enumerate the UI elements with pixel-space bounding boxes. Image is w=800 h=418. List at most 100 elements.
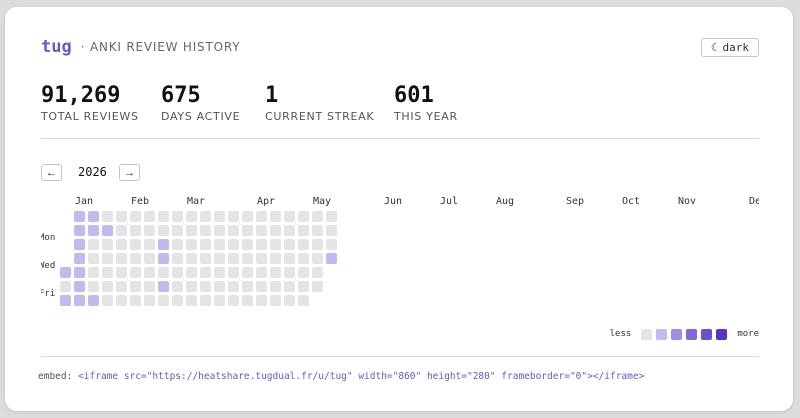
heatmap-cell[interactable] bbox=[228, 239, 239, 250]
heatmap-cell[interactable] bbox=[284, 253, 295, 264]
heatmap-cell[interactable] bbox=[172, 211, 183, 222]
heatmap-cell[interactable] bbox=[186, 281, 197, 292]
heatmap-cell[interactable] bbox=[256, 211, 267, 222]
heatmap-cell[interactable] bbox=[270, 211, 281, 222]
heatmap-cell[interactable] bbox=[312, 211, 323, 222]
heatmap-cell[interactable] bbox=[88, 253, 99, 264]
heatmap-cell[interactable] bbox=[74, 295, 85, 306]
heatmap-cell[interactable] bbox=[130, 239, 141, 250]
heatmap-cell[interactable] bbox=[298, 239, 309, 250]
heatmap-cell[interactable] bbox=[144, 281, 155, 292]
heatmap-cell[interactable] bbox=[312, 281, 323, 292]
heatmap-cell[interactable] bbox=[158, 281, 169, 292]
heatmap-cell[interactable] bbox=[242, 225, 253, 236]
heatmap-cell[interactable] bbox=[256, 281, 267, 292]
heatmap-cell[interactable] bbox=[102, 239, 113, 250]
heatmap-cell[interactable] bbox=[74, 211, 85, 222]
heatmap-cell[interactable] bbox=[158, 295, 169, 306]
heatmap-cell[interactable] bbox=[158, 239, 169, 250]
heatmap-cell[interactable] bbox=[270, 267, 281, 278]
heatmap-cell[interactable] bbox=[172, 239, 183, 250]
heatmap-cell[interactable] bbox=[144, 253, 155, 264]
dark-mode-toggle-button[interactable]: ☾ dark bbox=[700, 38, 759, 57]
heatmap-cell[interactable] bbox=[74, 281, 85, 292]
heatmap-cell[interactable] bbox=[116, 253, 127, 264]
heatmap-cell[interactable] bbox=[214, 295, 225, 306]
heatmap-cell[interactable] bbox=[298, 211, 309, 222]
heatmap-cell[interactable] bbox=[186, 239, 197, 250]
heatmap-cell[interactable] bbox=[116, 211, 127, 222]
heatmap-cell[interactable] bbox=[200, 253, 211, 264]
heatmap-cell[interactable] bbox=[284, 211, 295, 222]
heatmap-cell[interactable] bbox=[298, 253, 309, 264]
heatmap-cell[interactable] bbox=[326, 211, 337, 222]
heatmap-cell[interactable] bbox=[200, 281, 211, 292]
heatmap-cell[interactable] bbox=[130, 281, 141, 292]
heatmap-cell[interactable] bbox=[214, 225, 225, 236]
heatmap-cell[interactable] bbox=[312, 253, 323, 264]
next-year-button[interactable]: → bbox=[119, 164, 140, 181]
heatmap-cell[interactable] bbox=[228, 253, 239, 264]
heatmap-cell[interactable] bbox=[158, 211, 169, 222]
heatmap-cell[interactable] bbox=[74, 239, 85, 250]
heatmap-cell[interactable] bbox=[130, 295, 141, 306]
heatmap-cell[interactable] bbox=[158, 253, 169, 264]
heatmap-cell[interactable] bbox=[74, 267, 85, 278]
heatmap-cell[interactable] bbox=[158, 225, 169, 236]
heatmap-cell[interactable] bbox=[88, 295, 99, 306]
heatmap-cell[interactable] bbox=[312, 239, 323, 250]
heatmap-cell[interactable] bbox=[326, 239, 337, 250]
heatmap-cell[interactable] bbox=[130, 253, 141, 264]
heatmap-cell[interactable] bbox=[200, 211, 211, 222]
heatmap-cell[interactable] bbox=[326, 225, 337, 236]
heatmap-cell[interactable] bbox=[186, 225, 197, 236]
heatmap-cell[interactable] bbox=[256, 239, 267, 250]
heatmap-cell[interactable] bbox=[284, 225, 295, 236]
heatmap-cell[interactable] bbox=[186, 211, 197, 222]
heatmap-cell[interactable] bbox=[116, 267, 127, 278]
heatmap-cell[interactable] bbox=[172, 295, 183, 306]
heatmap-cell[interactable] bbox=[186, 253, 197, 264]
heatmap-cell[interactable] bbox=[144, 225, 155, 236]
heatmap-cell[interactable] bbox=[298, 295, 309, 306]
heatmap-cell[interactable] bbox=[186, 295, 197, 306]
heatmap-cell[interactable] bbox=[102, 253, 113, 264]
heatmap-cell[interactable] bbox=[130, 267, 141, 278]
heatmap-cell[interactable] bbox=[60, 295, 71, 306]
heatmap-cell[interactable] bbox=[256, 267, 267, 278]
heatmap-cell[interactable] bbox=[88, 225, 99, 236]
heatmap-cell[interactable] bbox=[88, 239, 99, 250]
heatmap-cell[interactable] bbox=[228, 267, 239, 278]
heatmap-cell[interactable] bbox=[214, 239, 225, 250]
heatmap-cell[interactable] bbox=[144, 239, 155, 250]
heatmap-cell[interactable] bbox=[242, 239, 253, 250]
heatmap-cell[interactable] bbox=[242, 211, 253, 222]
heatmap-cell[interactable] bbox=[256, 295, 267, 306]
heatmap-cell[interactable] bbox=[74, 253, 85, 264]
heatmap-cell[interactable] bbox=[200, 295, 211, 306]
previous-year-button[interactable]: ← bbox=[41, 164, 62, 181]
heatmap-cell[interactable] bbox=[284, 239, 295, 250]
heatmap-cell[interactable] bbox=[102, 295, 113, 306]
heatmap-cell[interactable] bbox=[284, 267, 295, 278]
heatmap-cell[interactable] bbox=[256, 225, 267, 236]
heatmap-cell[interactable] bbox=[116, 295, 127, 306]
heatmap-cell[interactable] bbox=[242, 295, 253, 306]
heatmap-cell[interactable] bbox=[88, 267, 99, 278]
heatmap-cell[interactable] bbox=[60, 281, 71, 292]
heatmap-cell[interactable] bbox=[284, 281, 295, 292]
heatmap-cell[interactable] bbox=[102, 267, 113, 278]
heatmap-cell[interactable] bbox=[228, 281, 239, 292]
heatmap-cell[interactable] bbox=[228, 225, 239, 236]
heatmap-cell[interactable] bbox=[228, 211, 239, 222]
heatmap-cell[interactable] bbox=[214, 211, 225, 222]
heatmap-cell[interactable] bbox=[102, 281, 113, 292]
heatmap-cell[interactable] bbox=[270, 281, 281, 292]
heatmap-cell[interactable] bbox=[214, 267, 225, 278]
heatmap-cell[interactable] bbox=[102, 225, 113, 236]
heatmap-cell[interactable] bbox=[200, 267, 211, 278]
heatmap-cell[interactable] bbox=[144, 295, 155, 306]
heatmap-cell[interactable] bbox=[88, 211, 99, 222]
heatmap-cell[interactable] bbox=[242, 267, 253, 278]
heatmap-cell[interactable] bbox=[242, 281, 253, 292]
